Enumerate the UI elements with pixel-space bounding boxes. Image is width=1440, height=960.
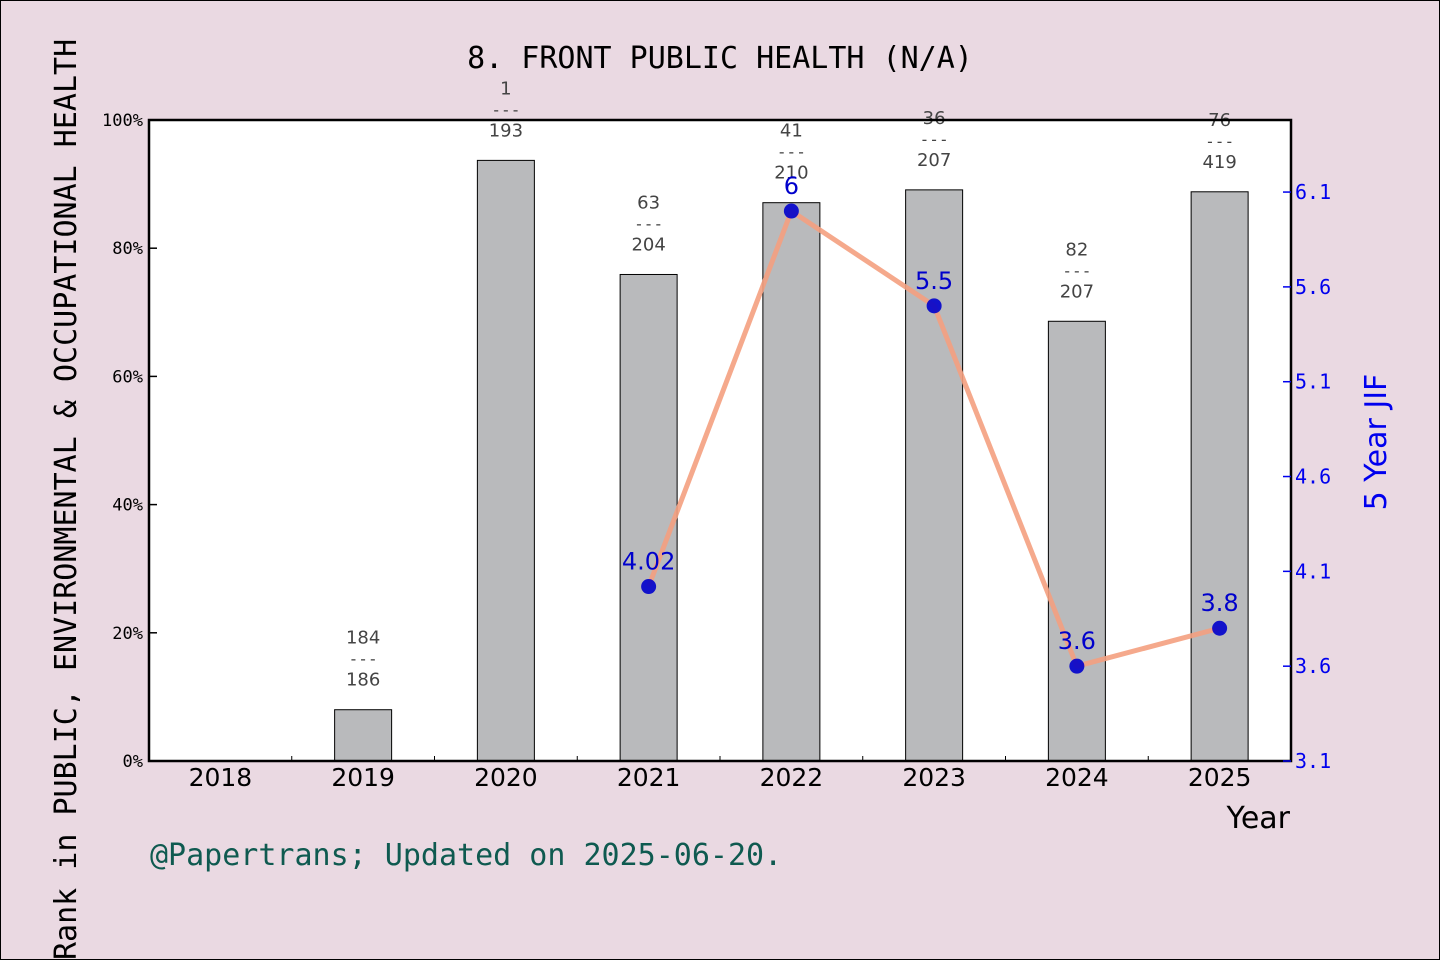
- rank-separator-2021: ---: [634, 214, 663, 233]
- rank-numerator-2024: 82: [1065, 239, 1088, 260]
- left-tick-label: 100%: [102, 111, 143, 131]
- bar-2024: [1047, 320, 1106, 762]
- jif-value-label-2025: 3.8: [1201, 589, 1239, 617]
- rank-numerator-2023: 36: [923, 108, 946, 129]
- left-tick-label: 40%: [112, 496, 143, 516]
- jif-point-2022: [783, 203, 799, 219]
- bar-2021: [619, 273, 678, 762]
- jif-value-label-2024: 3.6: [1058, 627, 1096, 655]
- right-tick-label: 5.1: [1295, 370, 1331, 394]
- x-tick-label-2020: 2020: [474, 763, 538, 792]
- rank-separator-2020: ---: [491, 100, 520, 119]
- jif-value-label-2021: 4.02: [622, 548, 675, 576]
- x-axis-label: Year: [1225, 801, 1290, 836]
- right-tick-label: 4.6: [1295, 465, 1331, 489]
- rank-denominator-2020: 193: [489, 120, 523, 141]
- rank-labels: 184---1861---19363---20441---21036---207…: [346, 78, 1237, 690]
- x-tick-label-2021: 2021: [617, 763, 681, 792]
- rank-denominator-2021: 204: [631, 234, 665, 255]
- right-tick-label: 5.6: [1295, 275, 1331, 299]
- left-axis: 0% 20% 40% 60% 80% 100%: [102, 111, 157, 772]
- chart-title: 8. FRONT PUBLIC HEALTH (N/A): [467, 41, 973, 76]
- jif-value-label-2023: 5.5: [915, 267, 953, 295]
- rank-numerator-2021: 63: [637, 192, 660, 213]
- footer-credit: @Papertrans; Updated on 2025-06-20.: [150, 838, 782, 873]
- jif-point-2023: [926, 298, 942, 314]
- right-tick-label: 3.6: [1295, 654, 1331, 678]
- bar-2019: [334, 709, 393, 762]
- x-tick-label-2025: 2025: [1188, 763, 1252, 792]
- jif-value-label-2022: 6: [784, 172, 799, 200]
- left-axis-label: Rank in PUBLIC, ENVIRONMENTAL & OCCUPATI…: [49, 39, 84, 960]
- left-tick-label: 60%: [112, 367, 143, 387]
- rank-denominator-2022: 210: [774, 163, 808, 184]
- x-tick-label-2018: 2018: [189, 763, 253, 792]
- x-tick-label-2019: 2019: [331, 763, 395, 792]
- x-tick-label-2024: 2024: [1045, 763, 1109, 792]
- x-tick-label-2023: 2023: [902, 763, 966, 792]
- right-axis-label: 5 Year JIF: [1359, 374, 1394, 511]
- x-axis: 2018 2019 2020 2021 2022 2023 2024 2025: [189, 756, 1252, 792]
- rank-denominator-2024: 207: [1060, 281, 1094, 302]
- rank-numerator-2019: 184: [346, 628, 380, 649]
- left-tick-label: 0%: [123, 752, 143, 772]
- x-tick-label-2022: 2022: [760, 763, 824, 792]
- rank-separator-2023: ---: [920, 130, 949, 149]
- jif-point-2024: [1069, 658, 1085, 674]
- plot-area: [149, 120, 1291, 761]
- rank-numerator-2020: 1: [500, 78, 511, 99]
- rank-separator-2025: ---: [1205, 132, 1234, 151]
- left-tick-label: 20%: [112, 624, 143, 644]
- rank-separator-2022: ---: [777, 143, 806, 162]
- right-axis: 3.1 3.6 4.1 4.6 5.1 5.6 6.1: [1283, 180, 1331, 773]
- rank-separator-2019: ---: [349, 650, 378, 669]
- left-tick-label: 80%: [112, 239, 143, 259]
- bar-2025: [1190, 191, 1249, 762]
- rank-numerator-2022: 41: [780, 121, 803, 142]
- rank-denominator-2019: 186: [346, 670, 380, 691]
- rank-denominator-2023: 207: [917, 150, 951, 171]
- bar-2020: [476, 159, 535, 762]
- rank-denominator-2025: 419: [1202, 152, 1236, 173]
- right-tick-label: 4.1: [1295, 559, 1331, 583]
- jif-line-series: 4.02 6 5.5 3.6 3.8: [622, 172, 1239, 674]
- jif-point-2025: [1212, 620, 1228, 636]
- right-tick-label: 3.1: [1295, 749, 1331, 773]
- rank-separator-2024: ---: [1062, 261, 1091, 280]
- bar-2022: [762, 202, 821, 762]
- right-tick-label: 6.1: [1295, 180, 1331, 204]
- jif-point-2021: [641, 579, 657, 595]
